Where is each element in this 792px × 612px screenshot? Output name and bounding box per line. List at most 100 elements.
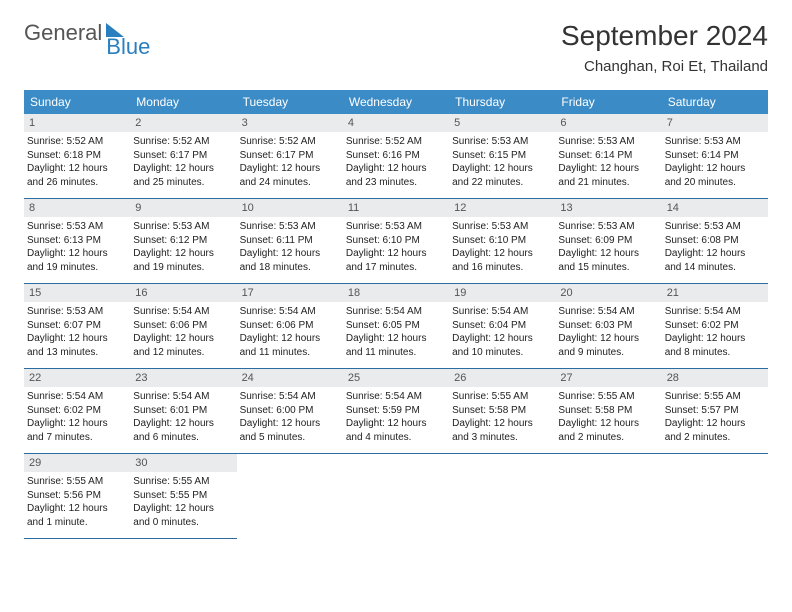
day-number: 4: [343, 114, 449, 132]
day-info: Sunrise: 5:55 AMSunset: 5:57 PMDaylight:…: [662, 387, 768, 453]
day-info: Sunrise: 5:53 AMSunset: 6:11 PMDaylight:…: [237, 217, 343, 283]
calendar-cell: 26Sunrise: 5:55 AMSunset: 5:58 PMDayligh…: [449, 369, 555, 454]
day-info: Sunrise: 5:52 AMSunset: 6:18 PMDaylight:…: [24, 132, 130, 198]
day-info: Sunrise: 5:53 AMSunset: 6:12 PMDaylight:…: [130, 217, 236, 283]
day-info: Sunrise: 5:55 AMSunset: 5:56 PMDaylight:…: [24, 472, 130, 538]
calendar-cell: 20Sunrise: 5:54 AMSunset: 6:03 PMDayligh…: [555, 284, 661, 369]
day-number: 9: [130, 199, 236, 217]
calendar-cell: [343, 454, 449, 539]
calendar-week-row: 8Sunrise: 5:53 AMSunset: 6:13 PMDaylight…: [24, 199, 768, 284]
weekday-header: Tuesday: [237, 90, 343, 114]
day-info: Sunrise: 5:54 AMSunset: 6:02 PMDaylight:…: [24, 387, 130, 453]
weekday-header-row: SundayMondayTuesdayWednesdayThursdayFrid…: [24, 90, 768, 114]
calendar-cell: 17Sunrise: 5:54 AMSunset: 6:06 PMDayligh…: [237, 284, 343, 369]
calendar-grid: SundayMondayTuesdayWednesdayThursdayFrid…: [24, 90, 768, 539]
day-info: Sunrise: 5:53 AMSunset: 6:14 PMDaylight:…: [555, 132, 661, 198]
calendar-week-row: 29Sunrise: 5:55 AMSunset: 5:56 PMDayligh…: [24, 454, 768, 539]
day-info: Sunrise: 5:52 AMSunset: 6:17 PMDaylight:…: [237, 132, 343, 198]
day-info: Sunrise: 5:54 AMSunset: 6:03 PMDaylight:…: [555, 302, 661, 368]
day-info: Sunrise: 5:53 AMSunset: 6:10 PMDaylight:…: [343, 217, 449, 283]
calendar-cell: 13Sunrise: 5:53 AMSunset: 6:09 PMDayligh…: [555, 199, 661, 284]
day-number: 14: [662, 199, 768, 217]
day-number: 25: [343, 369, 449, 387]
day-number: 18: [343, 284, 449, 302]
day-number: 1: [24, 114, 130, 132]
day-info: Sunrise: 5:54 AMSunset: 6:01 PMDaylight:…: [130, 387, 236, 453]
weekday-header: Wednesday: [343, 90, 449, 114]
day-number: 16: [130, 284, 236, 302]
calendar-cell: 11Sunrise: 5:53 AMSunset: 6:10 PMDayligh…: [343, 199, 449, 284]
calendar-cell: 29Sunrise: 5:55 AMSunset: 5:56 PMDayligh…: [24, 454, 130, 539]
day-number: 11: [343, 199, 449, 217]
day-info: Sunrise: 5:55 AMSunset: 5:55 PMDaylight:…: [130, 472, 236, 538]
day-info: Sunrise: 5:54 AMSunset: 6:06 PMDaylight:…: [130, 302, 236, 368]
day-info: Sunrise: 5:53 AMSunset: 6:08 PMDaylight:…: [662, 217, 768, 283]
day-info: Sunrise: 5:55 AMSunset: 5:58 PMDaylight:…: [555, 387, 661, 453]
day-info: Sunrise: 5:53 AMSunset: 6:09 PMDaylight:…: [555, 217, 661, 283]
day-info: Sunrise: 5:52 AMSunset: 6:17 PMDaylight:…: [130, 132, 236, 198]
day-number: 30: [130, 454, 236, 472]
calendar-cell: 30Sunrise: 5:55 AMSunset: 5:55 PMDayligh…: [130, 454, 236, 539]
calendar-cell: 1Sunrise: 5:52 AMSunset: 6:18 PMDaylight…: [24, 114, 130, 199]
day-info: Sunrise: 5:53 AMSunset: 6:14 PMDaylight:…: [662, 132, 768, 198]
calendar-cell: 28Sunrise: 5:55 AMSunset: 5:57 PMDayligh…: [662, 369, 768, 454]
calendar-week-row: 1Sunrise: 5:52 AMSunset: 6:18 PMDaylight…: [24, 114, 768, 199]
day-info: Sunrise: 5:54 AMSunset: 6:06 PMDaylight:…: [237, 302, 343, 368]
calendar-cell: 10Sunrise: 5:53 AMSunset: 6:11 PMDayligh…: [237, 199, 343, 284]
day-info: Sunrise: 5:53 AMSunset: 6:15 PMDaylight:…: [449, 132, 555, 198]
day-info: Sunrise: 5:54 AMSunset: 6:00 PMDaylight:…: [237, 387, 343, 453]
day-number: 3: [237, 114, 343, 132]
calendar-cell: 27Sunrise: 5:55 AMSunset: 5:58 PMDayligh…: [555, 369, 661, 454]
day-number: 23: [130, 369, 236, 387]
day-number: 24: [237, 369, 343, 387]
day-number: 6: [555, 114, 661, 132]
calendar-cell: 4Sunrise: 5:52 AMSunset: 6:16 PMDaylight…: [343, 114, 449, 199]
weekday-header: Saturday: [662, 90, 768, 114]
day-number: 20: [555, 284, 661, 302]
calendar-cell: [449, 454, 555, 539]
day-number: 12: [449, 199, 555, 217]
day-number: 8: [24, 199, 130, 217]
day-info: Sunrise: 5:54 AMSunset: 5:59 PMDaylight:…: [343, 387, 449, 453]
day-number: 19: [449, 284, 555, 302]
day-info: Sunrise: 5:54 AMSunset: 6:05 PMDaylight:…: [343, 302, 449, 368]
day-number: 13: [555, 199, 661, 217]
day-number: 17: [237, 284, 343, 302]
calendar-cell: 8Sunrise: 5:53 AMSunset: 6:13 PMDaylight…: [24, 199, 130, 284]
calendar-cell: 14Sunrise: 5:53 AMSunset: 6:08 PMDayligh…: [662, 199, 768, 284]
calendar-cell: 19Sunrise: 5:54 AMSunset: 6:04 PMDayligh…: [449, 284, 555, 369]
day-info: Sunrise: 5:52 AMSunset: 6:16 PMDaylight:…: [343, 132, 449, 198]
day-info: Sunrise: 5:54 AMSunset: 6:04 PMDaylight:…: [449, 302, 555, 368]
day-number: 22: [24, 369, 130, 387]
day-number: 21: [662, 284, 768, 302]
logo-text-general: General: [24, 20, 102, 46]
weekday-header: Thursday: [449, 90, 555, 114]
day-number: 15: [24, 284, 130, 302]
page-header: General Blue September 2024 Changhan, Ro…: [0, 0, 792, 90]
day-number: 2: [130, 114, 236, 132]
calendar-body: 1Sunrise: 5:52 AMSunset: 6:18 PMDaylight…: [24, 114, 768, 539]
calendar-cell: 22Sunrise: 5:54 AMSunset: 6:02 PMDayligh…: [24, 369, 130, 454]
calendar-cell: 25Sunrise: 5:54 AMSunset: 5:59 PMDayligh…: [343, 369, 449, 454]
calendar-cell: [237, 454, 343, 539]
calendar-cell: 7Sunrise: 5:53 AMSunset: 6:14 PMDaylight…: [662, 114, 768, 199]
logo: General Blue: [24, 20, 154, 46]
calendar-cell: 24Sunrise: 5:54 AMSunset: 6:00 PMDayligh…: [237, 369, 343, 454]
day-info: Sunrise: 5:54 AMSunset: 6:02 PMDaylight:…: [662, 302, 768, 368]
day-number: 28: [662, 369, 768, 387]
calendar-cell: 3Sunrise: 5:52 AMSunset: 6:17 PMDaylight…: [237, 114, 343, 199]
calendar-cell: 6Sunrise: 5:53 AMSunset: 6:14 PMDaylight…: [555, 114, 661, 199]
day-number: 5: [449, 114, 555, 132]
day-number: 7: [662, 114, 768, 132]
location-label: Changhan, Roi Et, Thailand: [24, 58, 768, 75]
day-info: Sunrise: 5:53 AMSunset: 6:10 PMDaylight:…: [449, 217, 555, 283]
calendar-cell: 15Sunrise: 5:53 AMSunset: 6:07 PMDayligh…: [24, 284, 130, 369]
weekday-header: Monday: [130, 90, 236, 114]
calendar-cell: 18Sunrise: 5:54 AMSunset: 6:05 PMDayligh…: [343, 284, 449, 369]
weekday-header: Sunday: [24, 90, 130, 114]
calendar-cell: 2Sunrise: 5:52 AMSunset: 6:17 PMDaylight…: [130, 114, 236, 199]
calendar-cell: 9Sunrise: 5:53 AMSunset: 6:12 PMDaylight…: [130, 199, 236, 284]
calendar-cell: 21Sunrise: 5:54 AMSunset: 6:02 PMDayligh…: [662, 284, 768, 369]
day-number: 10: [237, 199, 343, 217]
day-info: Sunrise: 5:53 AMSunset: 6:07 PMDaylight:…: [24, 302, 130, 368]
